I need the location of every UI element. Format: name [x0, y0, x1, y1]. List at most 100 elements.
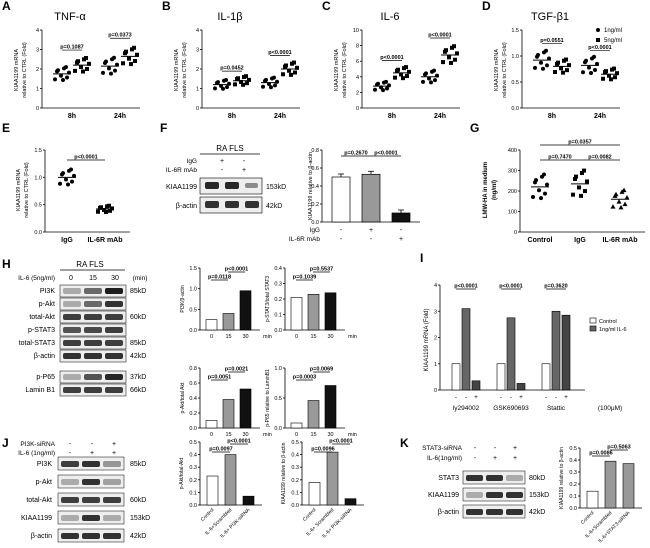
panel-letter: J — [2, 436, 9, 450]
data-point — [375, 82, 379, 87]
p-value: p=0.0021 — [225, 367, 248, 373]
blot-band — [63, 387, 81, 393]
panel-letter: B — [162, 0, 171, 13]
y-tick-label: 0.0 — [311, 220, 319, 226]
data-point — [609, 77, 613, 82]
group-label: GSK690693 — [493, 405, 529, 412]
kd-label: 60kD — [130, 314, 146, 321]
data-point — [395, 68, 399, 73]
p-value: p=0.0096 — [311, 447, 334, 453]
blot-band — [105, 288, 123, 294]
y-tick-label: 2 — [196, 67, 199, 73]
bar — [551, 310, 561, 391]
sign: - — [500, 394, 502, 401]
y-tick-label: 0.0 — [291, 503, 299, 509]
data-point — [561, 70, 565, 75]
band-label: STAT3 — [438, 475, 459, 482]
y-tick-label: 0.0 — [189, 426, 197, 432]
sign: + — [519, 394, 523, 401]
data-point — [241, 82, 245, 87]
p-value: p<0.0001 — [380, 55, 403, 61]
x-row-label: IL-6R mAb — [289, 236, 320, 243]
data-point — [547, 56, 551, 61]
y-tick-label: 0.6 — [189, 381, 197, 387]
blot-band — [466, 475, 483, 481]
data-point — [616, 199, 622, 204]
time-label: 15 — [89, 275, 97, 282]
x-tick-label: 15 — [310, 432, 316, 438]
data-point — [115, 62, 119, 67]
sign: + — [220, 158, 224, 165]
x-tick-label: IL-6R mAb — [88, 237, 123, 244]
band-label: PI3K — [40, 288, 56, 295]
panel-letter: D — [482, 0, 491, 13]
data-point — [612, 66, 616, 71]
y-tick-label: 0.0 — [274, 328, 282, 334]
data-point — [407, 69, 411, 74]
data-point — [55, 69, 59, 74]
data-point — [224, 77, 228, 82]
group-label: Stattic — [547, 405, 566, 412]
p-value: p<0.0001 — [268, 50, 291, 56]
blot-band — [105, 340, 123, 346]
bar — [222, 399, 235, 429]
legend-label: 1ng/ml IL-6 — [599, 327, 627, 333]
group-label: ly294002 — [453, 405, 480, 412]
sign: - — [465, 394, 467, 401]
sign: - — [221, 167, 224, 174]
data-point — [53, 77, 57, 82]
y-tick-label: 0.2 — [569, 482, 577, 488]
x-tick-label: 24h — [594, 113, 606, 120]
x-tick-label: 24h — [114, 113, 126, 120]
bar — [541, 363, 551, 391]
p-value: p=0.0551 — [540, 38, 563, 44]
bar — [586, 490, 599, 509]
kd-label: 85kD — [130, 340, 146, 347]
kd-label: 85kD — [130, 288, 146, 295]
blot-band — [61, 461, 79, 467]
x-tick-label: Control — [302, 507, 318, 523]
data-point — [622, 201, 628, 207]
blot-band — [63, 340, 81, 346]
data-point — [559, 66, 563, 71]
y-tick-label: 1.0 — [511, 54, 519, 60]
y-tick-label: 0.5 — [189, 440, 197, 446]
legend-marker-5ng — [596, 38, 600, 42]
data-point — [112, 55, 116, 60]
y-tick-label: 0.5 — [569, 446, 577, 452]
data-point — [261, 84, 265, 89]
data-point — [113, 68, 117, 73]
data-point — [129, 62, 133, 67]
y-axis-label: KIAA1199 mRNA — [14, 49, 20, 91]
sign: + — [513, 455, 517, 462]
data-point — [73, 68, 77, 73]
y-tick-label: 1 — [196, 87, 199, 93]
blot-band — [105, 387, 123, 393]
y-tick-label: 0.2 — [189, 411, 197, 417]
x-tick-label: Control — [580, 510, 596, 526]
time-unit: (min) — [133, 275, 148, 282]
panel-letter: A — [2, 0, 11, 13]
data-point — [581, 70, 585, 75]
x-tick-label: 30 — [242, 334, 248, 340]
bar — [205, 319, 218, 331]
bar — [324, 385, 337, 429]
sign: - — [91, 441, 94, 448]
data-point — [399, 72, 403, 77]
y-axis-label: p-Akt/total Akt — [180, 382, 186, 413]
blot-band — [84, 387, 102, 393]
y-tick-label: 4 — [196, 28, 199, 34]
data-point — [373, 87, 377, 92]
y-tick-label: 0 — [514, 230, 517, 236]
x-unit: min — [263, 432, 272, 438]
legend-label: 5ng/ml — [604, 38, 622, 44]
blot-title: RA FLS — [76, 260, 104, 269]
data-point — [121, 61, 125, 66]
p-value: p<0.0001 — [225, 267, 248, 273]
data-point — [613, 75, 617, 80]
data-point — [531, 195, 535, 200]
bar — [307, 400, 320, 429]
data-point — [624, 195, 630, 200]
y-tick-label: 0.0 — [34, 230, 42, 236]
legend-swatch-control — [589, 317, 597, 324]
